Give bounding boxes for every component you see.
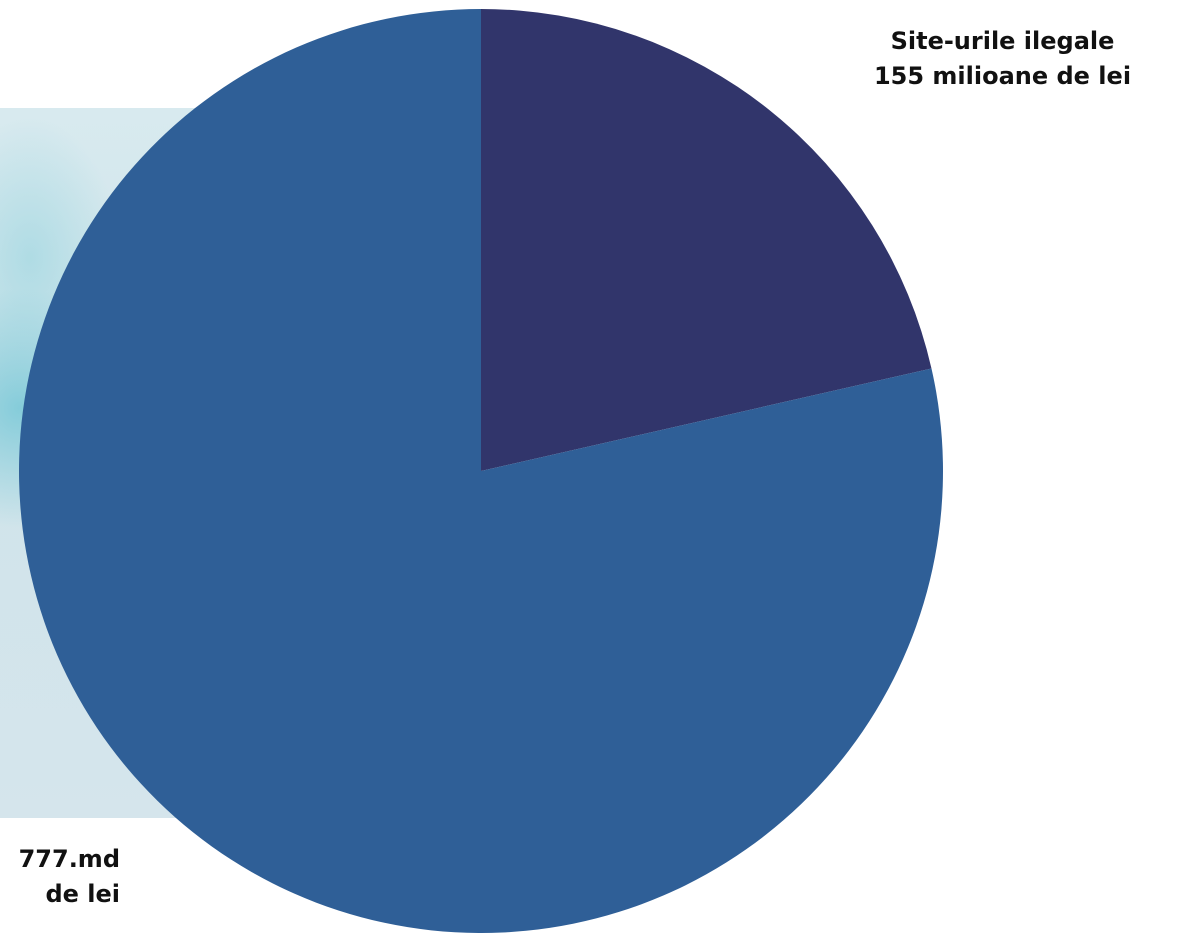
slice-label-illegal-sites-line1: Site-urile ilegale <box>890 27 1115 55</box>
slice-label-777md-line1: 777.md <box>18 845 120 873</box>
slice-label-illegal-sites: Site-urile ilegale 155 milioane de lei <box>835 24 1170 94</box>
slice-label-777md-line2: de lei <box>45 880 120 908</box>
pie-slice-777md <box>19 9 944 933</box>
slice-label-illegal-sites-line2: 155 milioane de lei <box>873 62 1132 90</box>
slice-label-777md: 777.md de lei <box>0 842 120 912</box>
pie-slice-illegal-sites <box>481 8 932 471</box>
